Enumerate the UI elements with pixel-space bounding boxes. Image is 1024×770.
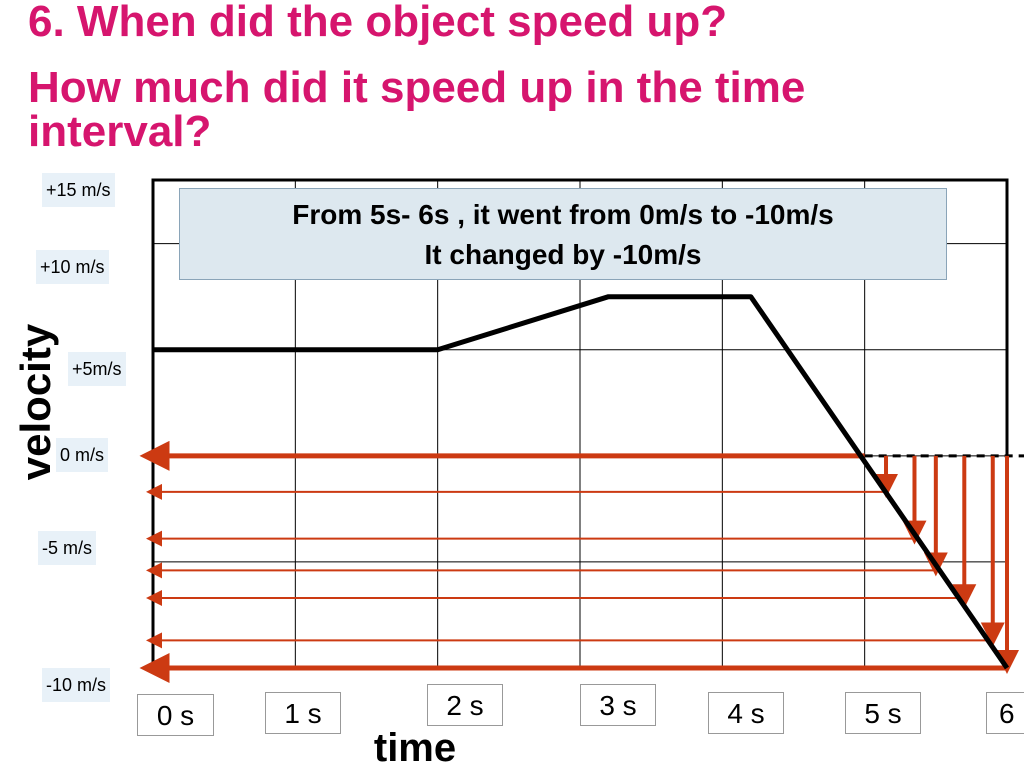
x-tick-label: 1 s [265, 692, 341, 734]
x-axis-title: time [373, 726, 457, 770]
y-axis-title: velocity [12, 323, 59, 481]
velocity-line [153, 294, 1010, 670]
x-tick-label: 5 s [845, 692, 921, 734]
x-tick-label: 4 s [708, 692, 784, 734]
slide-title-line-2: How much did it speed up in the time [28, 63, 806, 112]
y-tick-label: +10 m/s [36, 250, 109, 284]
y-tick-label: 0 m/s [56, 438, 109, 472]
callout-line-1: From 5s- 6s , it went from 0m/s to -10m/… [292, 199, 834, 230]
callout-line-2: It changed by -10m/s [424, 239, 702, 270]
y-tick-label: +5m/s [68, 352, 126, 386]
slide-title-line-1: 6. When did the object speed up? [28, 0, 728, 46]
x-tick-label: 0 s [137, 694, 214, 736]
x-tick-label: 6 [986, 692, 1024, 734]
y-tick-label: -5 m/s [38, 531, 97, 565]
y-tick-label: -10 m/s [42, 668, 111, 702]
x-tick-label: 2 s [427, 684, 503, 726]
y-tick-label: +15 m/s [42, 173, 115, 207]
answer-callout: From 5s- 6s , it went from 0m/s to -10m/… [179, 188, 947, 280]
x-tick-label: 3 s [580, 684, 656, 726]
slide-title-line-3: interval? [28, 107, 212, 156]
